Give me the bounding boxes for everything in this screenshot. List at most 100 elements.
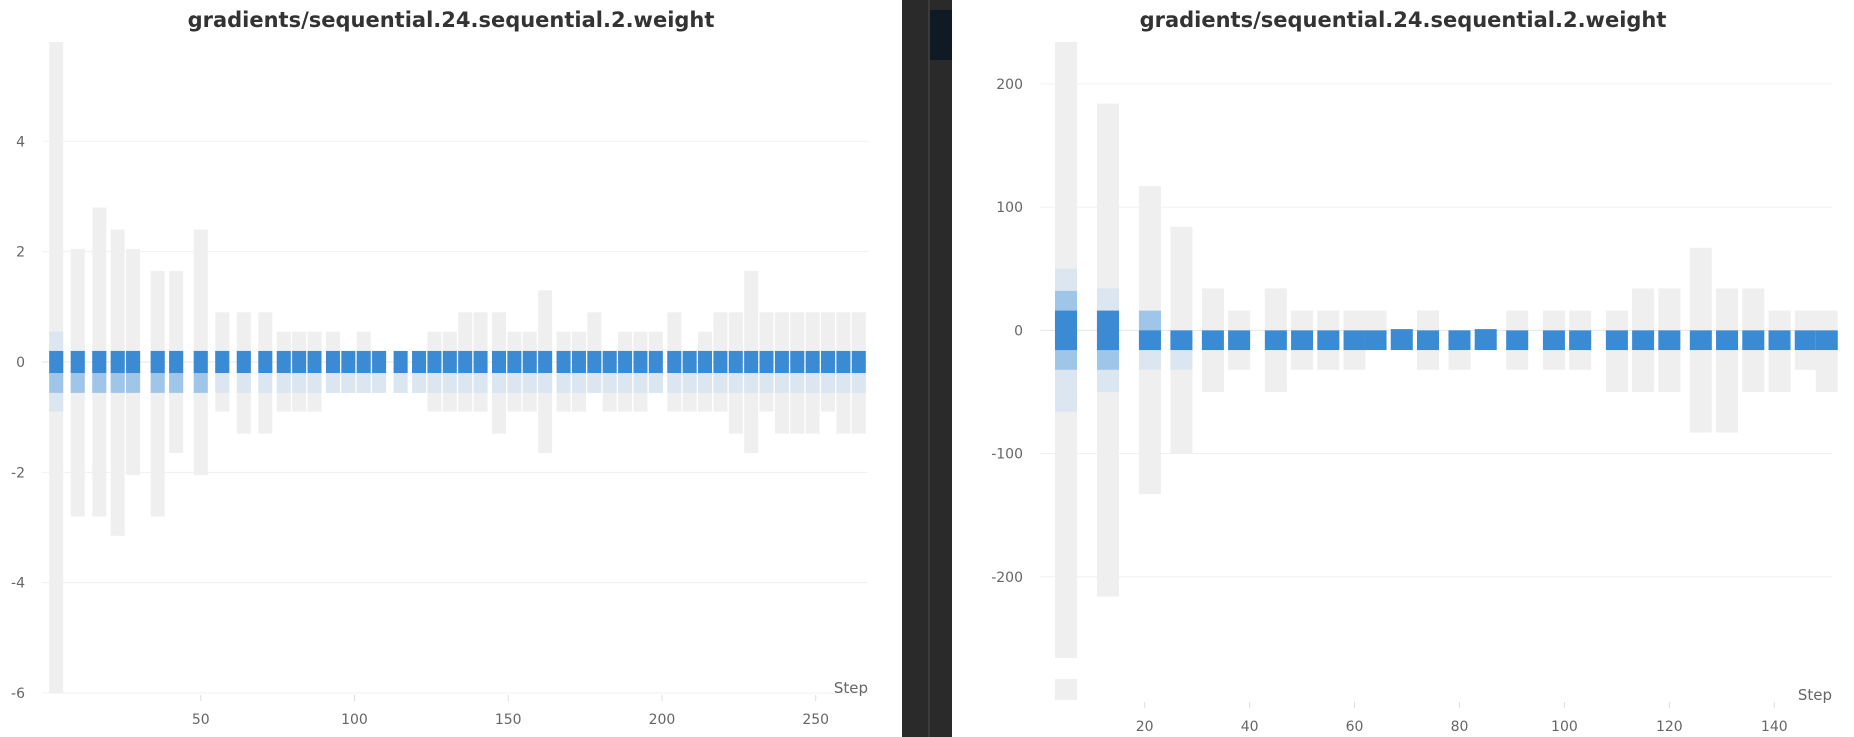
histogram-bin-dark (1632, 330, 1655, 351)
histogram-bin-dark (492, 350, 507, 374)
histogram-bin-dark (193, 350, 208, 374)
right-heatmap-svg[interactable]: 200 100 0 -100 -200 20 40 60 80 100 120 140 Step (952, 0, 1854, 737)
histogram-bin-dark (1742, 330, 1765, 351)
y-tick-label: -2 (11, 465, 25, 481)
x-tick-label: 60 (1346, 719, 1364, 735)
chart-title: gradients/sequential.24.sequential.2.wei… (1139, 8, 1667, 32)
histogram-bin-dark (1364, 330, 1387, 351)
x-tick-label: 120 (1656, 719, 1683, 735)
x-tick-label: 100 (1551, 719, 1578, 735)
histogram-bin-dark (744, 350, 759, 374)
histogram-bin-dark (412, 350, 427, 374)
histogram-bin-dark (1054, 310, 1077, 351)
histogram-bin-dark (1716, 330, 1739, 351)
histogram-bin-dark (1794, 330, 1817, 351)
x-axis-label: Step (1798, 686, 1832, 704)
histogram-bin-dark (1170, 330, 1193, 351)
histogram-bin-dark (126, 350, 141, 374)
histogram-bin-dark (556, 350, 571, 374)
histogram-bin-dark (1605, 330, 1628, 351)
x-tick-label: 150 (495, 712, 522, 728)
histogram-bin-dark (1138, 330, 1161, 351)
right-chart-panel: gradients/sequential.24.sequential.2.wei… (952, 0, 1854, 737)
y-tick-label: 2 (16, 245, 25, 261)
x-tick-label: 140 (1761, 719, 1788, 735)
histogram-bin-dark (618, 350, 633, 374)
panel-divider (902, 0, 952, 737)
histogram-bin-dark (1096, 310, 1119, 351)
histogram-bin-dark (1768, 330, 1791, 351)
histogram-bin-dark (587, 350, 602, 374)
histogram-bin-dark (790, 350, 805, 374)
histogram-bin-dark (571, 350, 586, 374)
x-tick-label: 200 (649, 712, 676, 728)
histogram-bin-dark (633, 350, 648, 374)
histogram-bin-dark (458, 350, 473, 374)
histogram-bin-dark (1658, 330, 1681, 351)
histogram-bin-dark (759, 350, 774, 374)
histogram-bin-dark (1417, 330, 1440, 351)
histogram-bin-dark (1506, 330, 1529, 351)
divider-tab (930, 10, 952, 60)
histogram-column (150, 270, 165, 517)
y-tick-label: 4 (16, 134, 25, 150)
histogram-column (1716, 288, 1739, 433)
left-heatmap-svg[interactable]: 4 2 0 -2 -4 -6 50 100 150 200 250 Step (0, 0, 902, 737)
y-tick-label: -200 (991, 570, 1023, 586)
histogram-bin-dark (648, 350, 663, 374)
histogram-bin-dark (698, 350, 713, 374)
x-tick-label: 80 (1451, 719, 1469, 735)
histogram-column (1054, 679, 1077, 700)
histogram-bin-dark (602, 350, 617, 374)
histogram-bin-dark (1448, 330, 1471, 351)
histogram-bin-dark (356, 350, 371, 374)
x-tick-label: 100 (341, 712, 368, 728)
histogram-bin-dark (215, 350, 230, 374)
histogram-bin-dark (473, 350, 488, 374)
histogram-bin-dark (522, 350, 537, 374)
histogram-bin-dark (307, 350, 322, 374)
histogram-bin-dark (1542, 330, 1565, 351)
histogram-bin-dark (1689, 330, 1712, 351)
histogram-bin-dark (1291, 330, 1314, 351)
histogram-bin-dark (851, 350, 866, 374)
y-tick-label: 200 (996, 77, 1023, 93)
histogram-bin-dark (276, 350, 291, 374)
y-tick-label: -6 (11, 686, 25, 702)
y-tick-label: -100 (991, 447, 1023, 463)
histogram-bin-dark (1815, 330, 1838, 351)
histogram-bin-dark (713, 350, 728, 374)
histogram-bin-dark (372, 350, 387, 374)
y-tick-label: 100 (996, 200, 1023, 216)
histogram-bin-dark (258, 350, 273, 374)
x-tick-label: 40 (1241, 719, 1259, 735)
histogram-bin-dark (667, 350, 682, 374)
left-chart-panel: gradients/sequential.24.sequential.2.wei… (0, 0, 902, 737)
histogram-bin-dark (821, 350, 836, 374)
histogram-bin-dark (292, 350, 307, 374)
histogram-bin-dark (1343, 330, 1366, 351)
histogram-column (1605, 310, 1628, 392)
histogram-bin-dark (70, 350, 85, 374)
y-tick-label: 0 (16, 355, 25, 371)
histogram-bin-dark (1474, 329, 1497, 351)
histogram-bin-dark (1569, 330, 1592, 351)
x-tick-label: 250 (802, 712, 829, 728)
histogram-bin-dark (728, 350, 743, 374)
histogram-bin-dark (1390, 329, 1413, 351)
histogram-bin-dark (442, 350, 457, 374)
chart-title: gradients/sequential.24.sequential.2.wei… (187, 8, 715, 32)
histogram-bin-dark (341, 350, 356, 374)
histogram-column (1768, 310, 1791, 392)
histogram-bin-dark (538, 350, 553, 374)
histogram-bin-dark (1228, 330, 1251, 351)
divider-stripe (928, 0, 930, 737)
histogram-bin-dark (92, 350, 107, 374)
histogram-bin-dark (1317, 330, 1340, 351)
histogram-bin-dark (507, 350, 522, 374)
histogram-bin-dark (110, 350, 125, 374)
x-tick-label: 50 (192, 712, 210, 728)
histogram-bin-dark (393, 350, 408, 374)
histogram-bin-dark (169, 350, 184, 374)
histogram-bin-dark (805, 350, 820, 374)
